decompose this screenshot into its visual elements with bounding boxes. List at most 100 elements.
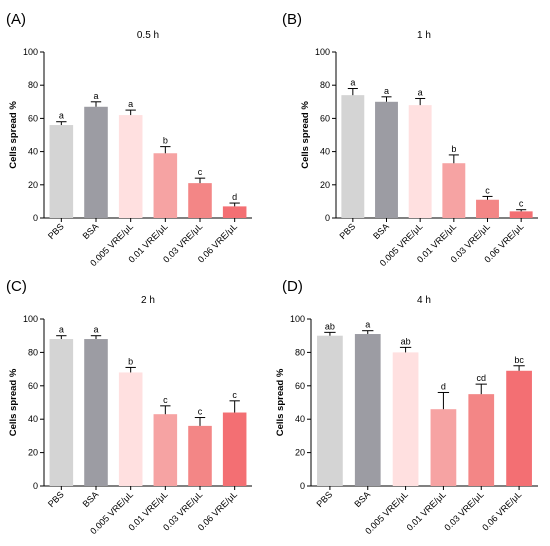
x-tick-label: 0.06 VRE/μL [480,489,523,532]
bar [49,339,74,486]
y-tick-label: 20 [28,180,38,190]
y-tick-label: 80 [320,80,330,90]
significance-label: ab [325,321,335,331]
y-axis-label: Cells spread % [8,368,19,436]
significance-label: a [59,111,64,121]
x-tick-label: BSA [352,489,372,509]
panel-c: (C) 2 h Cells spread % 0 20 40 60 80 100 a PBS a BSA… [6,278,252,536]
significance-label: ab [401,336,411,346]
significance-label: a [59,325,64,335]
panel-a: (A) 0.5 h Cells spread % 0 20 40 60 80 100 a PBS a B… [6,11,252,268]
significance-label: c [519,199,524,209]
panel-b: (B) 1 h Cells spread % 0 20 40 60 80 100 a PBS a BSA… [282,11,538,268]
y-tick-label: 80 [28,347,38,357]
bar [506,370,532,486]
significance-label: a [384,86,389,96]
significance-label: a [350,78,355,88]
bar [188,425,212,486]
bar [222,412,247,486]
significance-label: a [93,91,98,101]
bar [222,206,247,218]
y-tick-label: 40 [28,414,38,424]
significance-label: b [128,356,133,366]
bar [354,334,381,486]
bar [153,153,178,218]
y-tick-label: 20 [28,448,38,458]
x-tick-label: 0.01 VRE/μL [405,489,448,532]
y-tick-label: 40 [295,414,305,424]
y-tick-label: 20 [320,180,330,190]
y-axis-label: Cells spread % [8,101,19,169]
bar [49,125,74,218]
x-tick-label: PBS [337,221,357,241]
panel-d: (D) 4 h Cells spread % 0 20 40 60 80 100 ab PBS a BS… [275,278,538,536]
bar [118,115,143,218]
bar [317,335,343,486]
significance-label: cd [476,373,486,383]
y-axis-label: Cells spread % [275,368,286,436]
y-tick-label: 60 [28,381,38,391]
y-tick-label: 80 [295,347,305,357]
significance-label: a [128,99,133,109]
significance-label: c [198,407,203,417]
y-tick-label: 0 [300,481,305,491]
bar [408,105,432,218]
y-tick-label: 60 [295,381,305,391]
significance-label: d [232,192,237,202]
bar [153,414,178,486]
significance-label: a [418,87,423,97]
bar [476,199,499,218]
y-tick-label: 60 [320,113,330,123]
panel-label: (A) [6,11,26,28]
significance-label: a [365,320,370,330]
significance-label: a [93,325,98,335]
bar [118,372,143,486]
significance-label: b [451,144,456,154]
panel-title: 2 h [141,295,155,306]
y-tick-label: 0 [33,481,38,491]
panel-label: (D) [282,278,303,295]
panel-title: 0.5 h [137,30,159,41]
x-tick-label: BSA [81,489,101,509]
bar [341,95,365,218]
significance-label: bc [514,355,524,365]
bar [375,101,398,218]
bar [188,183,212,218]
bar [392,352,419,486]
bar [84,339,108,486]
x-tick-label: PBS [315,489,335,509]
y-tick-label: 20 [295,448,305,458]
x-tick-label: PBS [46,221,66,241]
significance-label: d [441,381,446,391]
y-tick-label: 100 [290,314,305,324]
significance-label: b [163,136,168,146]
bar [442,163,466,218]
panel-title: 4 h [417,295,431,306]
y-tick-label: 100 [23,314,38,324]
significance-label: c [163,395,168,405]
panel-title: 1 h [417,30,431,41]
significance-label: c [198,167,203,177]
bar [509,211,533,218]
y-tick-label: 40 [320,147,330,157]
panel-label: (B) [282,11,302,28]
significance-label: c [485,185,490,195]
y-tick-label: 0 [33,213,38,223]
x-tick-label: PBS [46,489,66,509]
x-tick-label: 0.03 VRE/μL [442,489,485,532]
x-tick-label: BSA [81,221,101,241]
y-tick-label: 100 [23,47,38,57]
y-tick-label: 0 [325,213,330,223]
significance-label: c [232,390,237,400]
bar [84,106,108,218]
bar [468,394,495,486]
x-tick-label: BSA [371,221,391,241]
y-tick-label: 60 [28,113,38,123]
y-tick-label: 40 [28,147,38,157]
panel-label: (C) [6,278,27,295]
y-tick-label: 80 [28,80,38,90]
y-axis-label: Cells spread % [300,101,311,169]
bar [430,409,457,486]
y-tick-label: 100 [315,47,330,57]
